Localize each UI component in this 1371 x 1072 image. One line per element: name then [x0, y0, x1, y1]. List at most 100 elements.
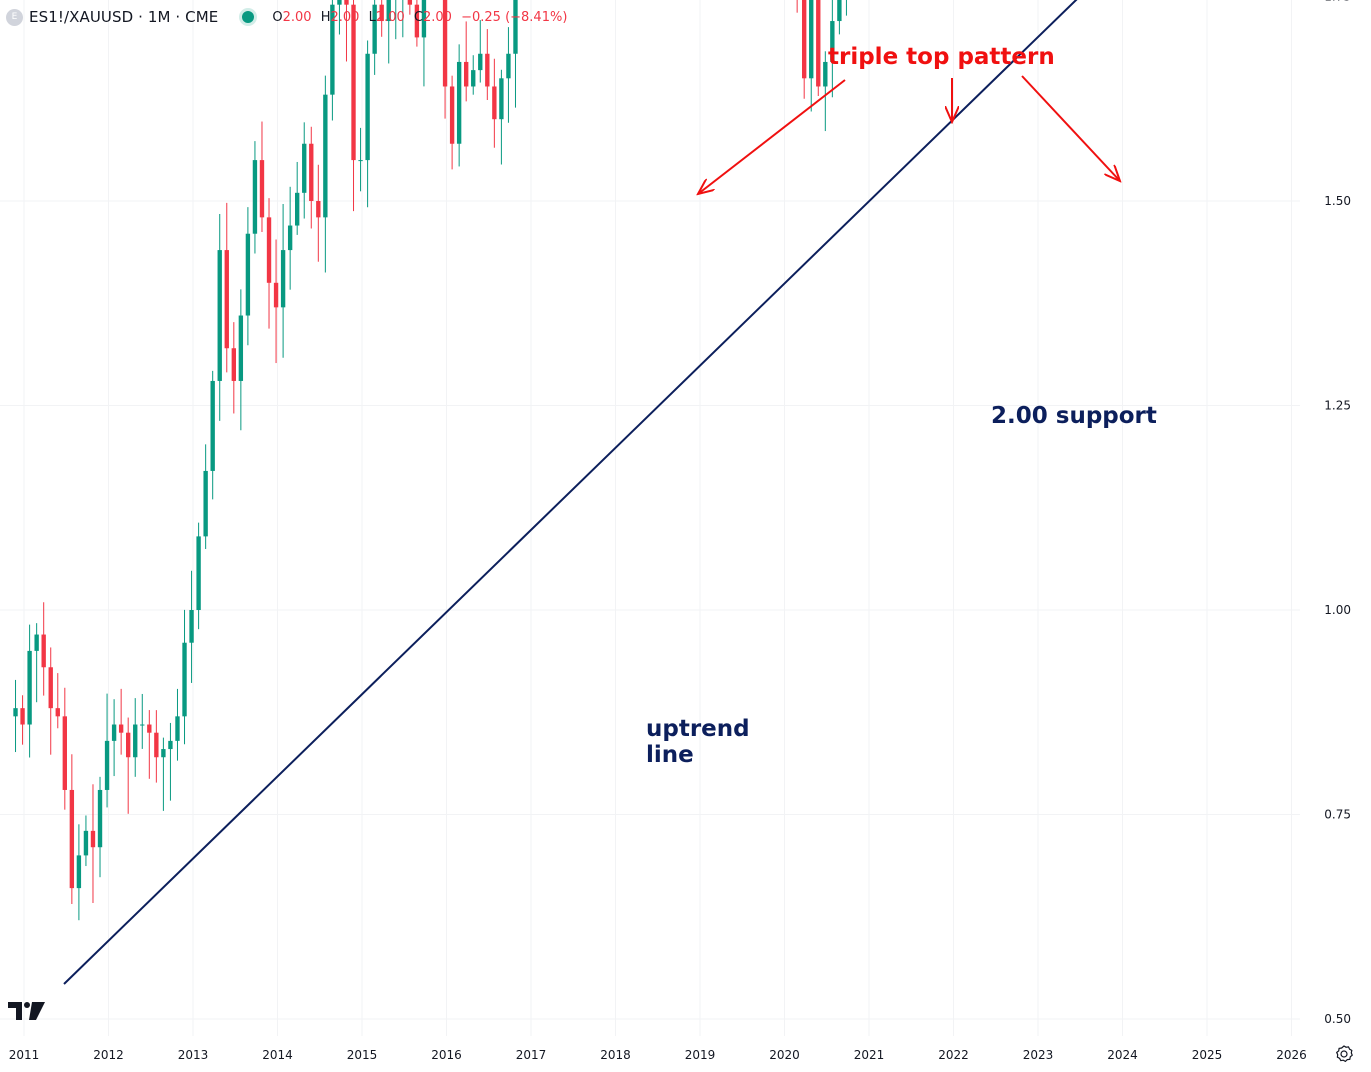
tradingview-logo-icon[interactable] — [8, 999, 46, 1023]
time-tick-label: 2014 — [262, 1048, 293, 1062]
candle-body — [154, 732, 159, 758]
open-value: 2.00 — [282, 9, 312, 25]
candle-up — [252, 141, 258, 254]
candle-body — [280, 250, 286, 308]
candle-down — [802, 0, 807, 99]
candle-up — [189, 570, 194, 683]
candle-up — [97, 776, 103, 878]
close-value: 2.00 — [423, 9, 452, 25]
candle-down — [492, 58, 497, 148]
market-status-icon[interactable] — [242, 11, 255, 23]
candle-body — [456, 61, 462, 144]
time-axis[interactable]: 2011 2012 2013 2014 2015 2016 2017 2018 2019 2020… — [9, 1048, 1307, 1062]
candle-down — [273, 239, 279, 364]
candle-up — [34, 623, 39, 703]
support-label: 2.00 support — [991, 403, 1157, 429]
candle-body — [231, 348, 236, 381]
candle-body — [816, 0, 821, 87]
candle-body — [471, 70, 476, 87]
time-tick-label: 2025 — [1192, 1048, 1223, 1062]
trendlines[interactable] — [63, 0, 1290, 985]
triple-top-label: triple top pattern — [828, 44, 1055, 70]
ohlc-values: O2.00 H2.00 L2.00 C2.00 −0.25 (−8.41%) — [272, 10, 567, 25]
candle-body — [492, 86, 497, 120]
candle-body — [224, 250, 229, 349]
time-tick-label: 2015 — [347, 1048, 378, 1062]
arrow-third-top — [1021, 75, 1120, 181]
candle-up — [506, 27, 511, 123]
candle-body — [133, 724, 138, 758]
time-tick-label: 2012 — [93, 1048, 124, 1062]
high-label: H — [320, 9, 331, 25]
candle-down — [796, 0, 798, 13]
candle-body — [55, 708, 60, 717]
candle-body — [126, 732, 131, 758]
candle-body — [168, 740, 173, 750]
candle-body — [259, 160, 265, 218]
time-tick-label: 2026 — [1276, 1048, 1307, 1062]
candle-up — [210, 370, 215, 500]
candle-body — [830, 21, 835, 62]
candle-up — [809, 0, 814, 112]
candle-body — [351, 4, 356, 161]
symbol-legend: E ES1!/XAUUSD · 1M · CME O2.00 H2.00 L2.… — [6, 6, 567, 28]
candle-body — [478, 53, 483, 71]
candle-up — [217, 214, 222, 421]
candle-up — [168, 722, 173, 801]
candle-up — [421, 0, 427, 87]
candle-up — [365, 40, 370, 208]
candle-body — [266, 217, 272, 283]
candle-body — [147, 724, 152, 733]
candle-down — [41, 602, 46, 696]
candle-body — [386, 0, 391, 22]
candle-body — [407, 0, 413, 5]
candle-down — [442, 0, 448, 119]
candle-up — [499, 69, 504, 165]
candle-down — [259, 121, 265, 233]
candle-up — [111, 699, 117, 777]
time-tick-label: 2021 — [854, 1048, 885, 1062]
candle-body — [83, 830, 89, 856]
candle-body — [34, 634, 39, 651]
symbol-title[interactable]: ES1!/XAUUSD · 1M · CME — [29, 8, 219, 26]
time-tick-label: 2019 — [685, 1048, 716, 1062]
price-axis[interactable]: 2.752.502.252.001.751.501.251.000.750.50 — [1324, 0, 1351, 1026]
candle-down — [20, 695, 25, 745]
candle-up — [330, 0, 335, 121]
candle-up — [133, 698, 138, 777]
candle-up — [287, 186, 293, 290]
candle-body — [189, 610, 194, 643]
change-value: −0.25 (−8.41%) — [461, 9, 568, 25]
candle-body — [203, 470, 208, 537]
candle-up — [161, 737, 166, 811]
arrow-first-top — [698, 79, 846, 194]
candle-down — [344, 0, 349, 62]
candle-up — [140, 693, 145, 749]
candle-body — [273, 282, 279, 308]
candle-down — [55, 673, 60, 729]
uptrend-line[interactable] — [63, 0, 1290, 985]
candle-up — [196, 522, 201, 630]
low-label: L — [368, 9, 376, 25]
settings-gear-icon[interactable] — [1334, 1044, 1354, 1064]
candle-body — [287, 225, 293, 251]
candle-up — [372, 0, 377, 75]
price-tick-label: 0.50 — [1324, 1012, 1351, 1026]
candle-body — [365, 53, 370, 161]
time-tick-label: 2013 — [178, 1048, 209, 1062]
candle-down — [90, 784, 96, 904]
candle-body — [802, 0, 807, 79]
candle-body — [245, 233, 251, 316]
candle-body — [20, 708, 25, 725]
time-tick-label: 2011 — [9, 1048, 40, 1062]
candle-body — [104, 740, 110, 790]
low-value: 2.00 — [375, 9, 405, 25]
candle-up — [337, 0, 342, 35]
candle-body — [344, 0, 349, 5]
price-tick-label: 0.75 — [1324, 808, 1351, 822]
candle-body — [41, 634, 46, 668]
candle-up — [76, 824, 82, 921]
time-tick-label: 2017 — [516, 1048, 547, 1062]
